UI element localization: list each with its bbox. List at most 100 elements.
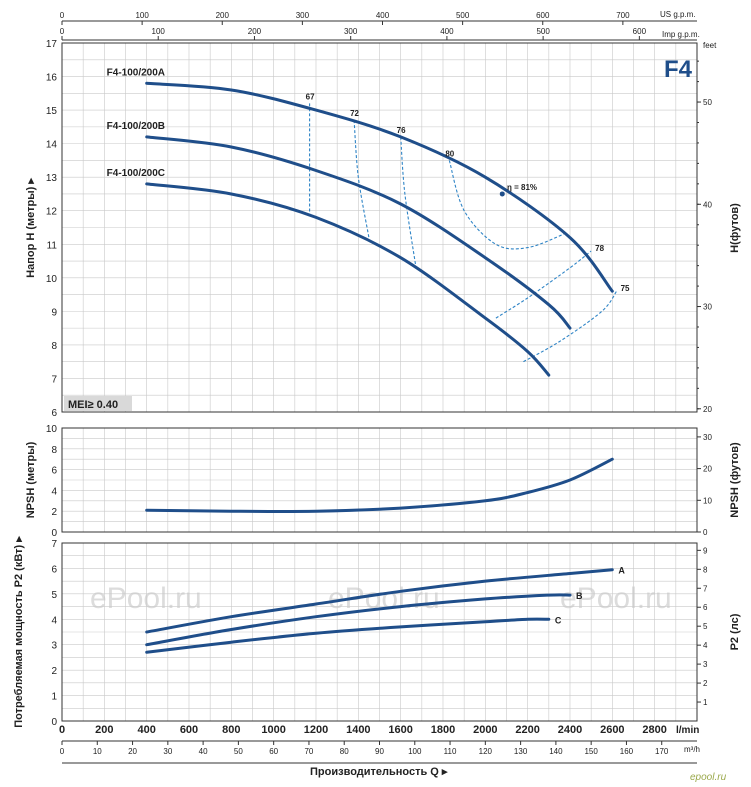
power-right-tick-label: 3 [703,660,708,669]
lmin-tick-label: 800 [222,724,240,736]
imp-gpm-tick-label: 300 [344,27,358,36]
power-right-tick-label: 5 [703,622,708,631]
power-right-tick-label: 4 [703,641,708,650]
power-right-tick-label: 8 [703,565,708,574]
npsh-right-tick-label: 20 [703,465,712,474]
lmin-tick-label: 1200 [304,724,328,736]
peak-efficiency-point [499,191,505,197]
head-curve-1 [145,135,572,330]
efficiency-label: 75 [621,284,630,293]
lmin-tick-label: 2000 [473,724,497,736]
head-axis-title: Напор H (метры) ▸ [25,178,37,278]
m3h-tick-label: 160 [620,747,634,756]
npsh-axis-title: NPSH (метры) [25,441,37,518]
lmin-tick-label: 1800 [431,724,455,736]
power-tick-label: 2 [51,666,57,677]
head-right-tick-label: 20 [703,405,712,414]
us-gpm-tick-label: 600 [536,11,550,20]
m3h-tick-label: 40 [199,747,208,756]
panel-frame-head [61,42,698,413]
efficiency-line-2 [400,136,417,265]
efficiency-label: 67 [306,92,315,101]
head-axis-title-right: H(футов) [729,203,741,253]
lmin-tick-label: 2600 [600,724,624,736]
efficiency-label: 80 [445,149,454,158]
npsh-tick-label: 10 [46,424,58,435]
power-axis-title-right: P2 (лс) [729,613,741,650]
lmin-tick-label: 600 [180,724,198,736]
efficiency-lines [309,103,618,363]
head-tick-label: 14 [46,140,58,151]
m3h-tick-label: 30 [163,747,172,756]
power-tick-label: 1 [51,692,57,703]
power-curve-label: C [555,615,562,625]
panel-frame-power [61,542,698,722]
m3h-tick-label: 10 [93,747,102,756]
m3h-tick-label: 150 [584,747,598,756]
npsh-tick-label: 4 [51,486,57,497]
imp-gpm-tick-label: 200 [248,27,262,36]
head-right-tick-label: 30 [703,303,712,312]
us-gpm-tick-label: 200 [216,11,230,20]
imp-gpm-tick-label: 100 [152,27,166,36]
m3h-unit: m³/h [684,745,700,754]
m3h-tick-label: 100 [408,747,422,756]
npsh-right-tick-label: 0 [703,528,708,537]
npsh-tick-label: 2 [51,507,57,518]
power-tick-label: 6 [51,564,57,575]
head-tick-label: 6 [51,408,57,419]
us-gpm-tick-label: 700 [616,11,630,20]
us-gpm-tick-label: 0 [60,11,65,20]
m3h-tick-label: 20 [128,747,137,756]
us-gpm-tick-label: 100 [135,11,149,20]
head-tick-label: 17 [46,39,58,50]
power-curve-label: A [618,566,625,576]
series-label: F4 [664,56,693,83]
power-tick-label: 3 [51,641,57,652]
head-right-tick-label: 40 [703,200,712,209]
efficiency-label: 76 [397,126,406,135]
head-tick-label: 9 [51,307,57,318]
power-tick-label: 5 [51,590,57,601]
head-curve-2 [145,182,551,377]
lmin-tick-label: 200 [95,724,113,736]
npsh-tick-label: 8 [51,445,57,456]
x-axis-label: Производительность Q ▸ [310,766,448,778]
lmin-tick-label: 2400 [558,724,582,736]
npsh-axis-title-right: NPSH (футов) [729,442,741,518]
mei-label: MEI≥ 0.40 [68,399,118,411]
performance-curves [145,81,614,654]
m3h-tick-label: 60 [269,747,278,756]
watermark: ePool.ru [90,582,202,615]
imp-gpm-tick-label: 0 [60,27,65,36]
head-curve-label: F4-100/200A [107,67,165,78]
peak-efficiency-label: η = 81% [507,183,537,192]
power-curve-label: B [576,591,583,601]
npsh-curve [145,457,614,513]
power-tick-label: 4 [51,615,57,626]
lmin-tick-label: 1400 [346,724,370,736]
efficiency-line-1 [353,120,370,238]
us-gpm-tick-label: 500 [456,11,470,20]
lmin-tick-label: 2200 [515,724,539,736]
head-tick-label: 15 [46,106,58,117]
m3h-tick-label: 170 [655,747,669,756]
m3h-tick-label: 130 [514,747,528,756]
power-axis-title: Потребляемая мощность P2 (кВт) ▸ [13,536,25,728]
power-right-tick-label: 6 [703,603,708,612]
mei-badge: MEI≥ 0.40 [64,396,132,411]
us-gpm-unit: US g.p.m. [660,10,696,19]
watermark: ePool.ru [560,582,672,615]
grid [61,42,698,722]
power-tick-label: 7 [51,539,57,550]
power-tick-label: 0 [51,717,57,728]
lmin-tick-label: 400 [137,724,155,736]
m3h-tick-label: 110 [444,747,457,756]
npsh-right-tick-label: 30 [703,433,712,442]
power-right-tick-label: 1 [703,698,708,707]
power-curve-A [145,568,614,634]
head-tick-label: 16 [46,73,58,84]
npsh-tick-label: 6 [51,466,57,477]
npsh-right-tick-label: 10 [703,496,712,505]
